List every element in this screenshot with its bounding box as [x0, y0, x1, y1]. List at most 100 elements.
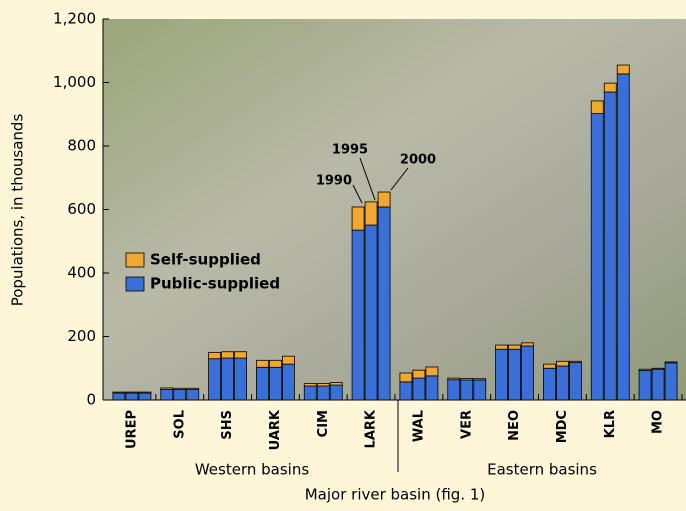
bar-segment [474, 379, 486, 380]
x-tick-label: UREP [124, 410, 139, 449]
x-tick-label: KLR [603, 410, 618, 438]
bar-segment [113, 393, 125, 400]
x-tick-label: SHS [220, 410, 235, 440]
bar-segment [222, 352, 234, 358]
bar-segment [591, 101, 603, 114]
bar-segment [222, 358, 234, 400]
bar-segment [113, 392, 125, 393]
bar-segment [304, 383, 316, 386]
bar-segment [330, 383, 342, 386]
bar-segment [187, 390, 199, 400]
x-tick-label: MO [651, 410, 666, 434]
y-tick-label: 800 [67, 137, 96, 155]
group-label: Western basins [195, 461, 309, 479]
bar-segment [604, 92, 616, 400]
legend-label: Public-supplied [150, 275, 280, 293]
y-tick-label: 600 [67, 200, 96, 218]
bar-segment [496, 345, 508, 349]
bar-segment [256, 367, 268, 400]
bar-segment [161, 388, 173, 390]
x-tick-label: WAL [411, 410, 426, 442]
bar-segment [461, 378, 473, 380]
legend-label: Self-supplied [150, 251, 261, 269]
bar-segment [378, 207, 390, 400]
y-axis-label: Populations, in thousands [9, 114, 27, 307]
bar-segment [522, 343, 534, 346]
x-tick-label: UARK [268, 409, 283, 450]
x-tick-label: VER [459, 410, 474, 439]
chart: Populations, in thousands Major river ba… [0, 0, 686, 507]
bar-segment [556, 361, 568, 366]
bar-segment [522, 346, 534, 400]
annotation: 1995 [332, 143, 368, 158]
bar-segment [126, 393, 138, 400]
bar-segment [639, 369, 651, 370]
bar-segment [330, 385, 342, 400]
bar-segment [474, 380, 486, 400]
bar-segment [413, 378, 425, 400]
bar-segment [591, 114, 603, 400]
bar-segment [378, 192, 390, 207]
bar-segment [461, 380, 473, 400]
legend-swatch [126, 253, 144, 267]
x-tick-label: SOL [172, 410, 187, 439]
x-axis-label: Major river basin (fig. 1) [305, 486, 486, 504]
y-tick-label: 0 [86, 391, 96, 409]
bar-segment [543, 368, 555, 400]
bar-segment [161, 390, 173, 400]
bar-segment [569, 361, 581, 362]
bar-segment [235, 358, 247, 400]
x-tick-label: CIM [316, 410, 331, 437]
bar-segment [665, 363, 677, 400]
bar-segment [187, 388, 199, 389]
bar-segment [269, 367, 281, 400]
bar-segment [317, 386, 329, 400]
bar-segment [652, 368, 664, 369]
y-tick-label: 400 [67, 264, 96, 282]
bar-segment [209, 352, 221, 358]
bar-segment [235, 352, 247, 358]
bar-segment [365, 225, 377, 400]
bar-segment [496, 349, 508, 400]
x-tick-label: MDC [555, 410, 570, 443]
bar-segment [269, 360, 281, 367]
bar-segment [282, 356, 294, 364]
bar-segment [365, 202, 377, 225]
x-tick-label: LARK [364, 409, 379, 448]
bar-segment [639, 370, 651, 400]
bar-segment [282, 364, 294, 400]
bar-segment [426, 367, 438, 376]
bar-segment [352, 207, 364, 230]
bar-segment [426, 376, 438, 400]
bar-segment [400, 382, 412, 400]
bar-segment [556, 366, 568, 400]
x-tick-label: NEO [507, 410, 522, 441]
bar-segment [304, 386, 316, 400]
bar-segment [665, 362, 677, 363]
bar-segment [352, 230, 364, 400]
bar-segment [569, 363, 581, 400]
bar-segment [448, 378, 460, 380]
bar-segment [126, 392, 138, 393]
y-tick-label: 1,000 [53, 73, 96, 91]
bar-segment [509, 345, 521, 349]
bar-segment [139, 392, 151, 393]
bar-segment [400, 373, 412, 382]
annotation: 2000 [400, 153, 436, 168]
bar-segment [509, 349, 521, 400]
bar-segment [256, 360, 268, 367]
y-tick-label: 1,200 [53, 10, 96, 28]
bar-segment [317, 383, 329, 386]
y-tick-label: 200 [67, 327, 96, 345]
bar-segment [617, 74, 629, 400]
legend-swatch [126, 277, 144, 291]
bar-segment [413, 370, 425, 378]
bar-segment [209, 359, 221, 400]
bar-segment [174, 390, 186, 400]
bar-segment [174, 388, 186, 389]
annotation: 1990 [316, 174, 352, 189]
bar-segment [543, 364, 555, 368]
bar-segment [139, 393, 151, 400]
bar-segment [652, 369, 664, 400]
bar-segment [617, 65, 629, 74]
